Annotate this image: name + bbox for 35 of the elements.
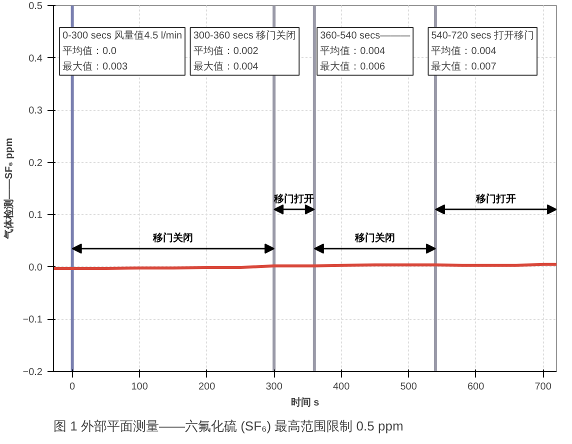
- y-tick-label: −0.2: [22, 367, 43, 378]
- x-tick-label: 100: [131, 382, 148, 392]
- x-tick-label: 500: [400, 382, 418, 392]
- annotation: 最大值：0.007: [431, 60, 497, 72]
- y-tick-label: 0.1: [28, 210, 43, 222]
- x-tick-label: 400: [332, 382, 350, 392]
- annotation: 300-360 secs 移门关闭: [193, 29, 296, 42]
- annotation: 平均值：0.004: [431, 44, 497, 57]
- x-tick-label: 200: [198, 382, 216, 392]
- annotation: 平均值：0.002: [193, 44, 259, 57]
- text: 图 1 外部平面测量——六氟化硫 (SF₆) 最高范围限制 0.5 ppm: [54, 418, 404, 434]
- y-tick-label: 0.5: [28, 1, 43, 12]
- x-axis-title: 时间 s: [290, 396, 320, 408]
- y-tick-label: 0.4: [28, 53, 43, 64]
- y-tick-label: 0.2: [28, 158, 43, 169]
- annotation: 平均值：0.0: [62, 44, 117, 57]
- annotation: 最大值：0.003: [62, 60, 128, 72]
- x-tick-label: 300: [266, 382, 283, 392]
- annotation: 平均值：0.004: [320, 44, 386, 57]
- annotation: 移门关闭: [152, 232, 194, 244]
- x-tick-label: 600: [467, 382, 485, 392]
- annotation: 最大值：0.006: [320, 60, 386, 72]
- y-tick-label: −0.1: [22, 314, 43, 326]
- x-tick-label: 700: [534, 382, 552, 392]
- annotation: 最大值：0.004: [193, 60, 259, 72]
- y-tick-label: 0.3: [28, 106, 43, 117]
- y-tick-label: 0.0: [28, 262, 43, 274]
- annotation: 移门打开: [273, 193, 314, 206]
- x-tick-label: 0: [70, 382, 76, 392]
- annotation: 移门关闭: [354, 232, 395, 244]
- annotation: 540-720 secs 打开移门: [431, 29, 534, 42]
- annotation: 0-300 secs 风量值4.5 l/min: [62, 30, 182, 42]
- y-axis-title: 气体检测——SF₆ ppm: [2, 138, 15, 240]
- annotation: 移门打开: [474, 193, 516, 206]
- annotation: 360-540 secs———: [320, 30, 410, 42]
